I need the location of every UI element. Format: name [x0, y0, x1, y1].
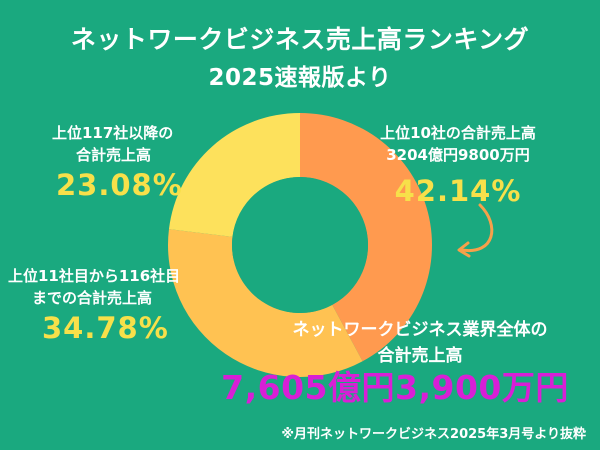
chart-title: ネットワークビジネス売上高ランキング [70, 25, 530, 54]
industry-total-value: 7,605億円3,900万円 [221, 368, 569, 407]
industry-total-block: ネットワークビジネス業界全体の 合計売上高 [255, 317, 585, 369]
source-note: ※月刊ネットワークビジネス2025年3月号より抜粋 [281, 427, 586, 442]
donut-slice-rank117plus [168, 113, 300, 237]
label-top10-amount: 3204億円9800万円 [386, 146, 530, 164]
donut-slice-rank11to116 [168, 229, 363, 377]
label-rank117plus-name-line2: 合計売上高 [76, 146, 152, 164]
label-rank11to116-percent: 34.78% [42, 311, 169, 345]
label-rank117plus: 上位117社以降の 合計売上高 23.08% [18, 122, 208, 204]
label-top10-percent: 42.14% [394, 174, 522, 208]
label-rank11to116-name-line1: 上位11社目から116社目 [8, 267, 181, 285]
label-rank11to116: 上位11社目から116社目 までの合計売上高 34.78% [8, 265, 238, 347]
label-rank117plus-percent: 23.08% [56, 168, 183, 202]
donut-slice-top10 [300, 113, 433, 362]
label-rank11to116-name-line2: までの合計売上高 [32, 289, 153, 307]
industry-label-line2: 合計売上高 [377, 346, 463, 366]
label-top10: 上位10社の合計売上高 3204億円9800万円 42.14% [328, 122, 588, 210]
industry-label-line1: ネットワークビジネス業界全体の [292, 320, 548, 340]
donut-hole [232, 177, 368, 313]
chart-subtitle: 2025速報版より [208, 65, 392, 91]
industry-total-wrap: 7,605億円3,900万円 [200, 366, 590, 410]
label-top10-name: 上位10社の合計売上高 [380, 124, 536, 142]
label-rank117plus-name-line1: 上位117社以降の [52, 124, 174, 142]
